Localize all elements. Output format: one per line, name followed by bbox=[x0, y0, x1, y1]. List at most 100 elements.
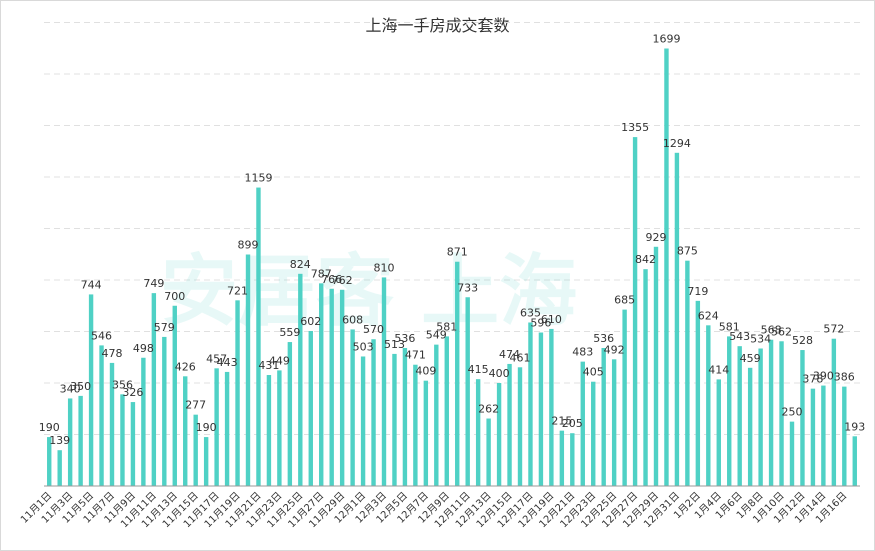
bar-11月13日 bbox=[172, 305, 177, 486]
bar-1月15日 bbox=[831, 338, 837, 486]
bar-11月7日 bbox=[109, 362, 115, 486]
bar-12月7日 bbox=[423, 380, 429, 486]
bar-1月9日 bbox=[768, 339, 774, 486]
value-label: 471 bbox=[405, 349, 426, 362]
bar-12月5日 bbox=[402, 347, 408, 486]
value-label: 899 bbox=[238, 239, 259, 252]
value-label: 536 bbox=[394, 332, 415, 345]
value-label: 356 bbox=[112, 378, 133, 391]
bar-11月30日 bbox=[350, 329, 355, 486]
bar-12月4日 bbox=[392, 353, 397, 486]
value-label: 326 bbox=[122, 386, 143, 399]
bar-1月4日 bbox=[716, 379, 721, 486]
value-label: 719 bbox=[687, 285, 708, 298]
bar-11月26日 bbox=[308, 330, 313, 487]
value-label: 810 bbox=[374, 261, 395, 274]
value-label: 1699 bbox=[652, 33, 680, 46]
bar-11月3日 bbox=[67, 398, 73, 486]
value-label: 250 bbox=[782, 406, 803, 419]
value-label: 568 bbox=[761, 324, 782, 337]
bar-1月13日 bbox=[810, 388, 816, 486]
value-label: 449 bbox=[269, 354, 290, 367]
bar-1月2日 bbox=[695, 300, 701, 486]
bar-1月10日 bbox=[779, 341, 784, 486]
value-label: 277 bbox=[185, 399, 206, 412]
value-label: 787 bbox=[311, 267, 332, 280]
value-label: 579 bbox=[154, 321, 175, 334]
bar-1月12日 bbox=[800, 350, 805, 486]
value-label: 400 bbox=[489, 367, 510, 380]
bar-1月14日 bbox=[821, 385, 826, 486]
value-label: 190 bbox=[196, 421, 217, 434]
value-label: 205 bbox=[562, 417, 583, 430]
value-label: 875 bbox=[677, 245, 698, 258]
value-labels: 1901393403507445464783563264987495797004… bbox=[39, 33, 866, 448]
bar-12月8日 bbox=[434, 344, 439, 486]
bar-11月4日 bbox=[78, 395, 83, 487]
bar-11月22日 bbox=[266, 375, 272, 486]
value-label: 461 bbox=[510, 351, 531, 364]
bar-12月28日 bbox=[643, 269, 648, 486]
gridlines bbox=[44, 22, 860, 435]
bar-12月17日 bbox=[528, 322, 533, 486]
value-label: 608 bbox=[342, 313, 363, 326]
value-label: 534 bbox=[750, 333, 771, 346]
bar-11月10日 bbox=[141, 357, 146, 486]
bar-11月17日 bbox=[214, 368, 219, 486]
bar-11月14日 bbox=[183, 376, 188, 487]
value-label: 457 bbox=[206, 352, 227, 365]
value-label: 733 bbox=[457, 281, 478, 294]
value-label: 762 bbox=[332, 274, 353, 287]
bar-11月28日 bbox=[329, 288, 334, 486]
bar-12月11日 bbox=[465, 297, 470, 486]
value-label: 498 bbox=[133, 342, 154, 355]
bar-12月18日 bbox=[538, 332, 544, 486]
bar-11月27日 bbox=[319, 283, 324, 486]
value-label: 596 bbox=[530, 317, 551, 330]
bar-1月6日 bbox=[737, 346, 742, 486]
value-label: 193 bbox=[844, 420, 865, 433]
bar-12月1日 bbox=[360, 356, 366, 486]
value-label: 262 bbox=[478, 403, 499, 416]
value-label: 215 bbox=[551, 415, 572, 428]
bar-11月8日 bbox=[120, 394, 125, 486]
bar-11月18日 bbox=[224, 371, 230, 486]
watermark-text: 安居客 上海 bbox=[160, 247, 577, 337]
value-label: 581 bbox=[436, 320, 457, 333]
bar-11月15日 bbox=[193, 414, 198, 486]
value-label: 570 bbox=[363, 323, 384, 336]
value-label: 426 bbox=[175, 360, 196, 373]
bar-11月21日 bbox=[256, 187, 261, 486]
bar-11月24日 bbox=[287, 342, 293, 486]
value-label: 1159 bbox=[244, 172, 272, 185]
value-label: 386 bbox=[834, 371, 855, 384]
bar-12月13日 bbox=[486, 418, 491, 486]
bar-12月30日 bbox=[664, 48, 669, 486]
value-label: 871 bbox=[447, 246, 468, 259]
value-label: 685 bbox=[614, 294, 635, 307]
value-label: 562 bbox=[771, 325, 792, 338]
value-label: 443 bbox=[217, 356, 238, 369]
value-label: 572 bbox=[823, 323, 844, 336]
value-label: 414 bbox=[708, 363, 729, 376]
bar-12月3日 bbox=[381, 277, 387, 486]
bar-11月16日 bbox=[203, 437, 209, 486]
bar-11月9日 bbox=[130, 402, 136, 487]
bar-12月16日 bbox=[517, 367, 523, 486]
bar-11月25日 bbox=[298, 273, 303, 486]
value-label: 415 bbox=[468, 363, 489, 376]
watermark: 安居客 上海 bbox=[160, 247, 577, 337]
bar-12月27日 bbox=[632, 137, 638, 486]
bar-12月22日 bbox=[580, 361, 585, 486]
bar-12月31日 bbox=[674, 152, 680, 487]
chart-title: 上海一手房成交套数 bbox=[365, 16, 510, 35]
bar-1月3日 bbox=[706, 325, 711, 486]
value-label: 536 bbox=[593, 332, 614, 345]
bar-12月15日 bbox=[507, 363, 512, 486]
bar-11月1日 bbox=[47, 437, 52, 486]
bar-12月14日 bbox=[496, 383, 502, 486]
value-label: 483 bbox=[572, 346, 593, 359]
value-label: 842 bbox=[635, 253, 656, 266]
x-axis-tick-labels: 11月1日11月3日11月5日11月7日11月9日11月11日11月13日11月… bbox=[18, 490, 849, 531]
